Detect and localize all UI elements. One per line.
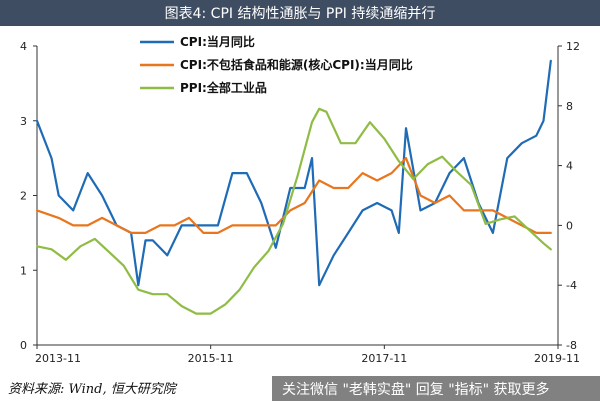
right-tick-label: 8 bbox=[566, 100, 573, 113]
x-tick-label: 2019-11 bbox=[534, 352, 580, 365]
watermark: 关注微信 "老韩实盘" 回复 "指标" 获取更多 bbox=[272, 376, 600, 401]
series-line-3 bbox=[35, 107, 552, 315]
left-tick-label: 3 bbox=[20, 115, 27, 128]
left-tick-label: 4 bbox=[20, 40, 27, 53]
right-tick-label: -4 bbox=[566, 279, 577, 292]
legend-label: CPI:当月同比 bbox=[180, 34, 255, 49]
series-line-2 bbox=[35, 157, 552, 234]
right-tick-label: 0 bbox=[566, 219, 573, 232]
legend-label: PPI:全部工业品 bbox=[180, 80, 267, 95]
title-bar bbox=[0, 0, 600, 26]
left-tick-label: 1 bbox=[20, 264, 27, 277]
right-tick-label: 4 bbox=[566, 160, 573, 173]
x-tick-label: 2013-11 bbox=[35, 352, 81, 365]
legend: CPI:当月同比 CPI:不包括食品和能源(核心CPI):当月同比 PPI:全部工业… bbox=[140, 34, 413, 95]
series-layer bbox=[35, 59, 552, 315]
right-tick-label: 12 bbox=[566, 40, 580, 53]
right-tick-label: -8 bbox=[566, 339, 577, 352]
x-tick-label: 2015-11 bbox=[188, 352, 234, 365]
watermark-text: 关注微信 "老韩实盘" 回复 "指标" 获取更多 bbox=[282, 381, 550, 398]
left-tick-label: 2 bbox=[20, 190, 27, 203]
x-tick-label: 2017-11 bbox=[361, 352, 407, 365]
chart-title: 图表4: CPI 结构性通胀与 PPI 持续通缩并行 bbox=[165, 5, 436, 22]
legend-label: CPI:不包括食品和能源(核心CPI):当月同比 bbox=[180, 57, 413, 72]
source-note: 资料来源: Wind, 恒大研究院 bbox=[8, 381, 178, 397]
series-line-1 bbox=[35, 59, 552, 287]
watermark-bar bbox=[272, 376, 600, 401]
left-tick-label: 0 bbox=[20, 339, 27, 352]
